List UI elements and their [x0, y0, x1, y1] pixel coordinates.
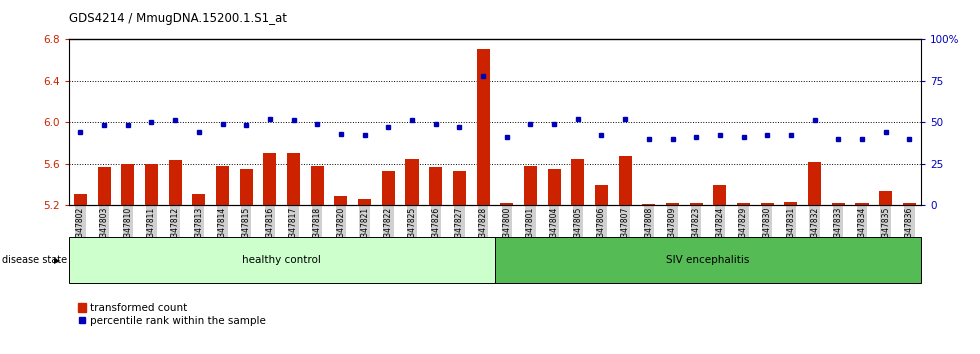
Bar [832, 203, 845, 205]
Bar [287, 153, 300, 205]
Text: healthy control: healthy control [242, 255, 321, 265]
Bar [856, 203, 868, 205]
Bar [122, 164, 134, 205]
Bar [595, 184, 608, 205]
Bar [571, 159, 584, 205]
Bar [69, 237, 495, 283]
Bar [879, 191, 892, 205]
Bar [382, 171, 395, 205]
Bar [500, 203, 514, 205]
Bar [548, 169, 561, 205]
Bar [98, 167, 111, 205]
Bar [311, 166, 323, 205]
Bar [192, 194, 206, 205]
Bar [334, 196, 348, 205]
Bar [784, 202, 798, 205]
Bar [240, 169, 253, 205]
Bar [216, 166, 229, 205]
Text: disease state: disease state [2, 255, 67, 265]
Legend: transformed count, percentile rank within the sample: transformed count, percentile rank withi… [74, 299, 270, 331]
Bar [453, 171, 466, 205]
Bar [690, 203, 703, 205]
Bar [74, 194, 87, 205]
Bar [476, 49, 490, 205]
Bar [618, 156, 632, 205]
Text: GDS4214 / MmugDNA.15200.1.S1_at: GDS4214 / MmugDNA.15200.1.S1_at [69, 12, 286, 25]
Bar [358, 199, 371, 205]
Bar [713, 184, 726, 205]
Bar [903, 203, 916, 205]
Text: ▶: ▶ [54, 256, 61, 265]
Bar [145, 164, 158, 205]
Bar [760, 203, 774, 205]
Bar [495, 237, 921, 283]
Bar [406, 159, 418, 205]
Text: SIV encephalitis: SIV encephalitis [666, 255, 750, 265]
Bar [429, 167, 442, 205]
Bar [737, 203, 750, 205]
Bar [524, 166, 537, 205]
Bar [169, 160, 181, 205]
Bar [642, 204, 656, 205]
Bar [264, 153, 276, 205]
Bar [808, 162, 821, 205]
Bar [666, 203, 679, 205]
